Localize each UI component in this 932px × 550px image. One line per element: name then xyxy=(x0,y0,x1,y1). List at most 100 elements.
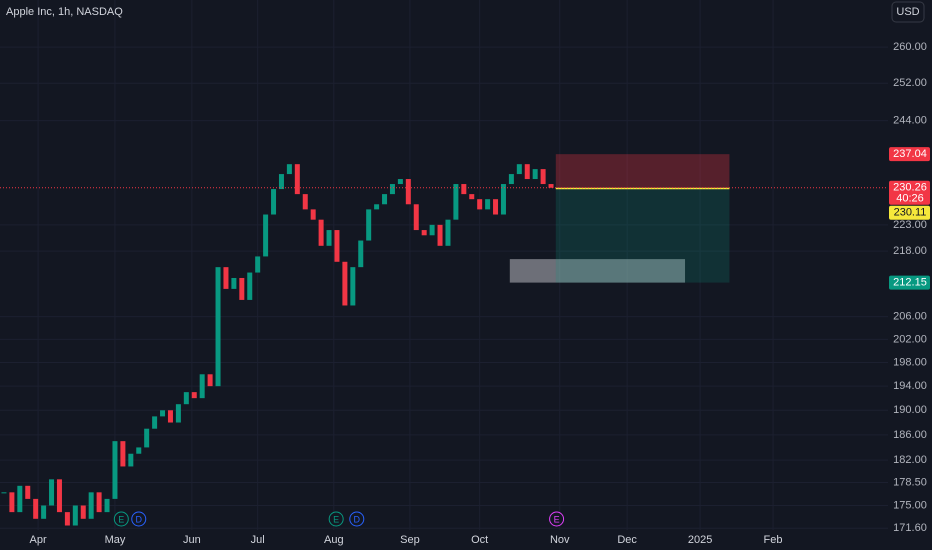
candle xyxy=(9,492,15,513)
candle xyxy=(223,267,229,289)
x-tick-label: Feb xyxy=(764,534,783,546)
event-marker xyxy=(131,511,147,527)
candle xyxy=(477,199,483,210)
event-label: E xyxy=(333,514,339,524)
candle xyxy=(33,498,39,519)
candle xyxy=(255,256,261,273)
candle xyxy=(358,240,364,268)
entry-label: 230.11 xyxy=(894,207,927,219)
x-tick-label: Aug xyxy=(324,534,344,546)
x-tick-label: May xyxy=(105,534,126,546)
candle xyxy=(453,184,459,220)
candle xyxy=(310,209,316,220)
candle xyxy=(88,492,94,519)
candle xyxy=(445,219,451,246)
stop-label: 237.04 xyxy=(893,148,927,160)
candle xyxy=(540,169,546,185)
candle xyxy=(302,194,308,210)
candle xyxy=(120,441,126,467)
candle xyxy=(128,453,134,467)
target-zone xyxy=(555,188,730,283)
target-tag xyxy=(889,275,930,290)
currency-label[interactable]: USD xyxy=(896,6,919,18)
candle xyxy=(64,512,70,526)
candle xyxy=(96,492,102,513)
candle xyxy=(49,479,55,506)
candle xyxy=(389,184,395,195)
candle xyxy=(326,230,332,246)
candle xyxy=(421,230,427,236)
candle xyxy=(80,505,86,519)
y-tick-label: 190.00 xyxy=(893,404,927,416)
x-tick-label: 2025 xyxy=(688,534,712,546)
event-label: E xyxy=(118,514,124,524)
candle xyxy=(215,267,221,387)
y-tick-label: 252.00 xyxy=(893,77,927,89)
event-marker xyxy=(113,511,129,527)
candle xyxy=(160,410,166,417)
y-tick-label: 194.00 xyxy=(893,380,927,392)
candle xyxy=(508,174,514,185)
y-tick-label: 175.00 xyxy=(893,499,927,511)
candle xyxy=(500,184,506,215)
event-marker xyxy=(328,511,344,527)
y-tick-label: 223.00 xyxy=(893,219,927,231)
candle xyxy=(199,374,205,399)
candle xyxy=(72,505,78,526)
candle xyxy=(231,277,237,289)
candle xyxy=(516,164,522,175)
candle xyxy=(239,277,245,300)
event-label: D xyxy=(354,514,361,524)
x-tick-label: Sep xyxy=(400,534,420,546)
candle xyxy=(1,492,7,494)
y-tick-label: 178.50 xyxy=(893,476,927,488)
candle xyxy=(191,392,197,399)
candle xyxy=(286,164,292,175)
y-tick-label: 182.00 xyxy=(893,454,927,466)
candle xyxy=(429,224,435,236)
currency-button[interactable] xyxy=(891,1,925,23)
candle xyxy=(350,267,356,306)
y-tick-label: 206.00 xyxy=(893,311,927,323)
candle xyxy=(263,214,269,257)
candle xyxy=(334,230,340,262)
x-tick-label: Jul xyxy=(251,534,265,546)
candle xyxy=(112,441,118,499)
axes: 260.00 252.00 244.00 223.00 218.00 206.00 202.… xyxy=(29,41,930,546)
y-tick-label: 218.00 xyxy=(893,245,927,257)
x-tick-label: Dec xyxy=(617,534,637,546)
candle xyxy=(493,199,499,215)
candle xyxy=(548,184,554,188)
x-tick-label: Nov xyxy=(550,534,570,546)
symbol-title: Apple Inc, 1h, NASDAQ xyxy=(6,6,123,18)
candle xyxy=(144,428,150,448)
candle xyxy=(136,447,142,454)
candle xyxy=(207,374,213,387)
candle xyxy=(405,179,411,205)
entry-tag xyxy=(889,205,930,220)
candle xyxy=(413,204,419,231)
candle xyxy=(104,498,110,513)
candle xyxy=(374,204,380,210)
candle xyxy=(532,169,538,180)
x-tick-label: Apr xyxy=(29,534,46,546)
y-tick-label: 171.60 xyxy=(893,522,927,534)
candle xyxy=(175,404,181,423)
candle xyxy=(17,485,23,513)
y-tick-label: 186.00 xyxy=(893,429,927,441)
candle xyxy=(318,219,324,246)
candle xyxy=(366,209,372,241)
zone-box xyxy=(509,259,686,283)
stop-zone xyxy=(555,154,730,189)
event-label: D xyxy=(136,514,143,524)
candle xyxy=(461,184,467,195)
candle xyxy=(247,272,253,300)
target-label: 212.15 xyxy=(893,277,927,289)
candle xyxy=(342,261,348,306)
candle xyxy=(294,164,300,195)
y-tick-label: 244.00 xyxy=(893,115,927,127)
